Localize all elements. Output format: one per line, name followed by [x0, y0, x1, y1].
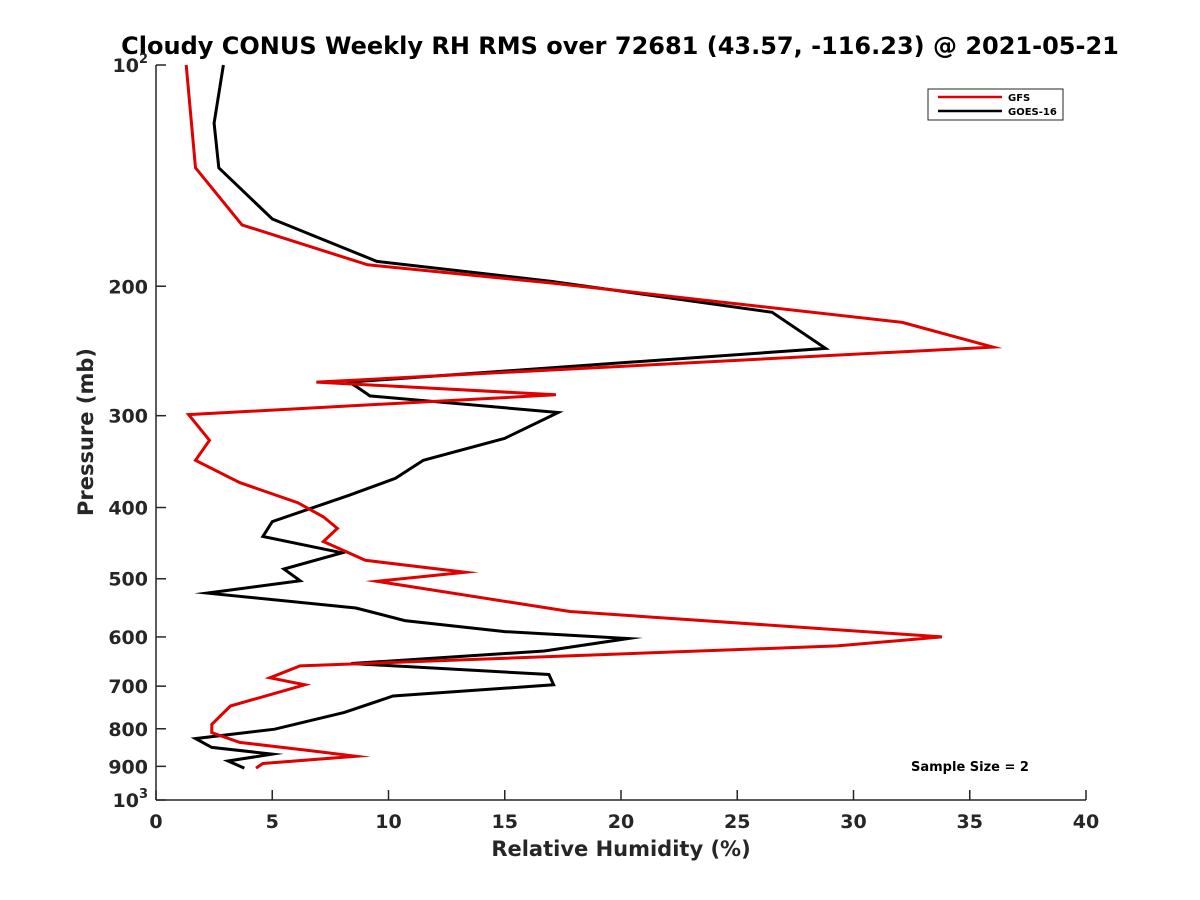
y-tick-label: 300 — [108, 406, 148, 428]
x-axis-label: Relative Humidity (%) — [491, 837, 750, 861]
series-layer — [184, 64, 1003, 770]
x-tick-label: 5 — [266, 811, 279, 833]
x-tick-label: 25 — [724, 811, 750, 833]
x-tick-label: 20 — [608, 811, 634, 833]
y-tick-label: 200 — [108, 276, 148, 298]
x-tick-label: 40 — [1073, 811, 1099, 833]
y-tick-label: 102 — [113, 52, 149, 77]
y-tick-label: 103 — [113, 787, 149, 812]
series-line-gfs — [184, 64, 1003, 770]
x-tick-label: 15 — [492, 811, 518, 833]
legend-box — [927, 88, 1064, 121]
legend-label: GFS — [1008, 93, 1030, 104]
y-axis-label: Pressure (mb) — [74, 348, 98, 516]
y-tick-label: 500 — [108, 569, 148, 591]
y-tick-label: 800 — [108, 719, 148, 741]
chart-title: Cloudy CONUS Weekly RH RMS over 72681 (4… — [121, 32, 1119, 60]
y-axis-ticks: 102 200 300 400 500 600 700 800 900 103 — [108, 52, 166, 812]
y-tick-label: 700 — [108, 676, 148, 698]
x-tick-label: 30 — [840, 811, 866, 833]
x-tick-label: 35 — [957, 811, 983, 833]
series-line-goes-16 — [190, 64, 831, 770]
legend-label: GOES-16 — [1008, 107, 1057, 118]
sample-size-annotation: Sample Size = 2 — [911, 760, 1029, 775]
legend: GFS GOES-16 — [927, 88, 1064, 121]
y-tick-label: 400 — [108, 498, 148, 520]
y-tick-label: 600 — [108, 627, 148, 649]
plot-area-frame — [156, 65, 1086, 800]
y-tick-label: 900 — [108, 756, 148, 778]
x-tick-label: 0 — [149, 811, 162, 833]
x-tick-label: 10 — [375, 811, 401, 833]
x-axis-ticks: 0 5 10 15 20 25 30 35 40 — [149, 790, 1099, 833]
